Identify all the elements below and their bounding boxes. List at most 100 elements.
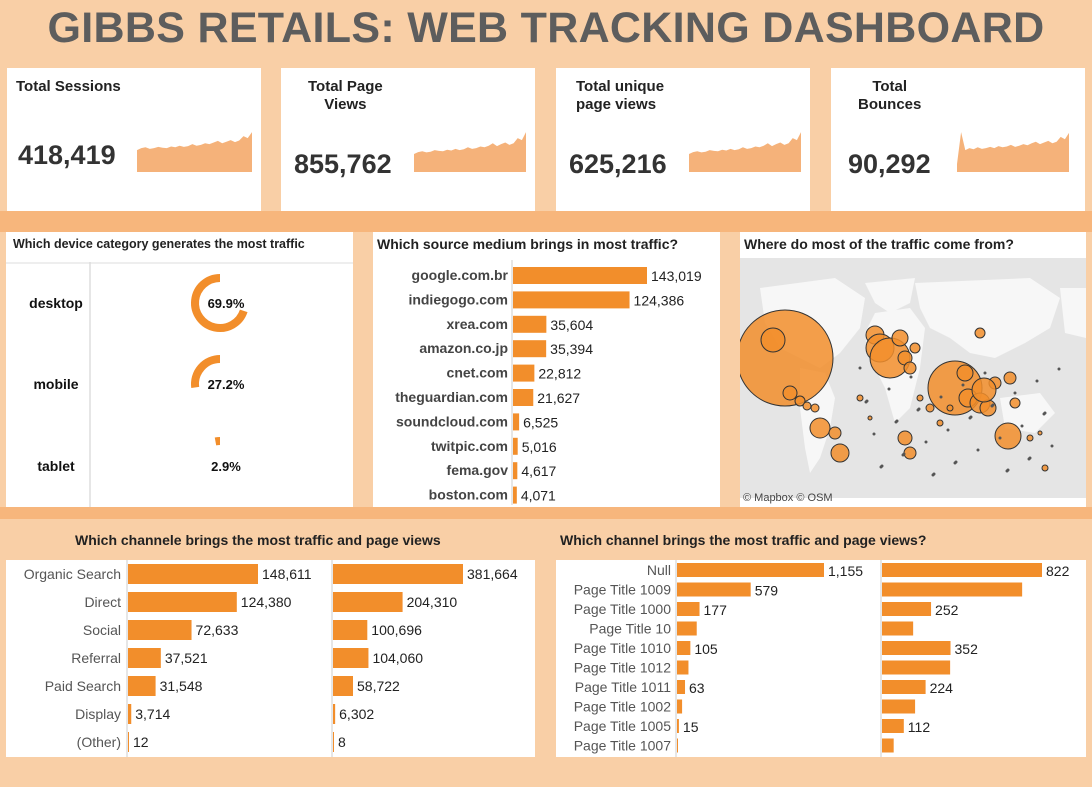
channel-pageviews-bar	[333, 732, 334, 752]
channel-sessions-value: 72,633	[196, 622, 239, 638]
pagetitle-pageviews-bar	[882, 582, 1023, 597]
channel-sessions-bar	[128, 564, 258, 584]
section-divider	[0, 507, 1092, 519]
source-label: boston.com	[429, 487, 508, 503]
channel-sessions-bar	[128, 620, 192, 640]
kpi-total-unique-page-views: Total unique page views 625,216	[556, 68, 810, 211]
source-value: 124,386	[634, 292, 685, 308]
kpi-sparkline	[957, 132, 1069, 172]
kpi-total-bounces: Total Bounces 90,292	[831, 68, 1085, 211]
channel-sessions-bar	[128, 704, 132, 724]
sparkline-area	[689, 132, 801, 172]
traffic-bubble	[903, 361, 917, 375]
pagetitle-panel-title: Which channel brings the most traffic an…	[560, 532, 927, 548]
traffic-bubble	[925, 403, 935, 413]
pagetitle-bar-chart: Null 1,155 822 Page Title 1009 579 Page Title…	[574, 560, 1070, 757]
source-value: 143,019	[651, 268, 702, 284]
traffic-dot	[1027, 457, 1031, 461]
pagetitle-pageviews-bar	[882, 602, 932, 616]
channel-label: (Other)	[77, 734, 121, 750]
traffic-dot	[1042, 412, 1046, 416]
pagetitle-sessions-bar	[677, 563, 824, 577]
channel-pageviews-bar	[333, 564, 463, 584]
source-label: amazon.co.jp	[419, 340, 508, 356]
traffic-bubble	[936, 419, 944, 427]
traffic-bubble	[956, 364, 974, 382]
traffic-bubble	[897, 430, 913, 446]
panel-title: Which source medium brings in most traff…	[377, 236, 679, 252]
device-pct-label: 27.2%	[208, 377, 245, 392]
traffic-dot	[1005, 469, 1009, 473]
source-bar	[513, 413, 520, 431]
traffic-bubble	[903, 446, 917, 460]
kpi-total-page-views: Total Page Views 855,762	[281, 68, 535, 211]
pagetitle-label: Page Title 1007	[574, 738, 672, 754]
channel-panel: Organic Search 148,611 381,664 Direct 124,38…	[6, 560, 535, 757]
source-bar	[513, 462, 518, 480]
pagetitle-sessions-value: 63	[689, 680, 705, 696]
pagetitle-pageviews-bar	[882, 719, 904, 733]
sparkline-area	[957, 132, 1069, 172]
channel-pageviews-bar	[333, 676, 354, 696]
source-value: 5,016	[522, 439, 557, 455]
pagetitle-label: Page Title 1012	[574, 660, 672, 676]
traffic-bubble	[782, 385, 798, 401]
channel-pageviews-value: 381,664	[467, 566, 518, 582]
traffic-dot	[916, 408, 920, 412]
traffic-dot	[1050, 444, 1054, 448]
traffic-bubble	[828, 426, 842, 440]
traffic-map-panel: Where do most of the traffic come from? …	[740, 232, 1086, 507]
device-donut-arc	[191, 274, 248, 332]
source-value: 35,394	[550, 341, 593, 357]
traffic-dot	[946, 428, 950, 432]
pagetitle-label: Page Title 10	[589, 621, 671, 637]
traffic-dot	[924, 440, 928, 444]
channel-sessions-bar	[128, 732, 129, 752]
kpi-value: 418,419	[18, 140, 116, 170]
source-value: 22,812	[538, 366, 581, 382]
pagetitle-pageviews-value: 252	[935, 602, 959, 618]
channel-sessions-value: 31,548	[160, 678, 203, 694]
traffic-bubble	[810, 403, 820, 413]
channel-pageviews-bar	[333, 620, 368, 640]
traffic-dot	[1057, 367, 1061, 371]
device-donut-arc	[191, 355, 221, 388]
source-label: indiegogo.com	[408, 291, 508, 307]
traffic-bubble	[909, 342, 921, 354]
traffic-dot	[879, 465, 883, 469]
kpi-label: Total unique page views	[576, 78, 665, 113]
sparkline-area	[137, 132, 252, 172]
source-label: theguardian.com	[395, 389, 508, 405]
traffic-bubble	[760, 327, 786, 353]
device-donut-chart: desktop 69.9% mobile 27.2% tablet 2.9%	[6, 262, 353, 507]
source-label: cnet.com	[447, 365, 508, 381]
traffic-dot	[909, 375, 913, 379]
world-map	[740, 258, 1086, 498]
pagetitle-label: Null	[647, 562, 671, 578]
traffic-bubble	[979, 399, 997, 417]
source-label: google.com.br	[412, 267, 509, 283]
device-pct-label: 69.9%	[208, 296, 245, 311]
source-label: xrea.com	[447, 316, 508, 332]
traffic-dot	[887, 387, 891, 391]
source-bar	[513, 315, 547, 333]
traffic-dot	[864, 400, 868, 404]
source-bar	[513, 267, 647, 284]
kpi-label: Total Page Views	[308, 78, 383, 113]
dashboard-title: GIBBS RETAILS: WEB TRACKING DASHBOARD	[47, 4, 1045, 52]
pagetitle-sessions-value: 177	[704, 602, 728, 618]
channel-sessions-value: 37,521	[165, 650, 208, 666]
pagetitle-sessions-value: 15	[683, 719, 699, 735]
pagetitle-pageviews-value: 822	[1046, 563, 1070, 579]
pagetitle-sessions-bar	[677, 680, 686, 694]
pagetitle-pageviews-bar	[882, 563, 1042, 577]
device-category-panel: Which device category generates the most…	[6, 232, 353, 507]
pagetitle-pageviews-bar	[882, 641, 951, 655]
kpi-value: 90,292	[848, 149, 931, 179]
pagetitle-sessions-bar	[677, 641, 691, 655]
device-label: mobile	[33, 376, 78, 392]
sparkline-area	[414, 132, 526, 172]
traffic-dot	[931, 473, 935, 477]
channel-label: Referral	[71, 650, 121, 666]
kpi-sparkline	[137, 132, 252, 172]
